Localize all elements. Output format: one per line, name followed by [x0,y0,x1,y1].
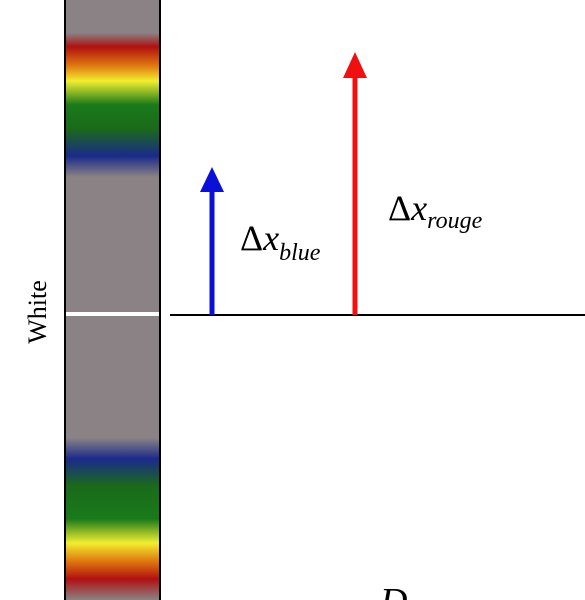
red-arrow-head [343,52,367,78]
delta: Δ [240,218,263,258]
distance-label: D [379,581,407,600]
rouge-label: Δxrouge [388,188,483,234]
subscript: rouge [427,208,482,234]
delta: Δ [388,188,411,228]
strip-label: White [23,280,52,344]
blue-arrow-head [200,167,224,192]
spectrum-strip [64,0,161,600]
blue-label: Δxblue [240,218,321,266]
subscript: blue [279,240,321,266]
variable: x [262,218,279,258]
variable: x [410,188,427,228]
